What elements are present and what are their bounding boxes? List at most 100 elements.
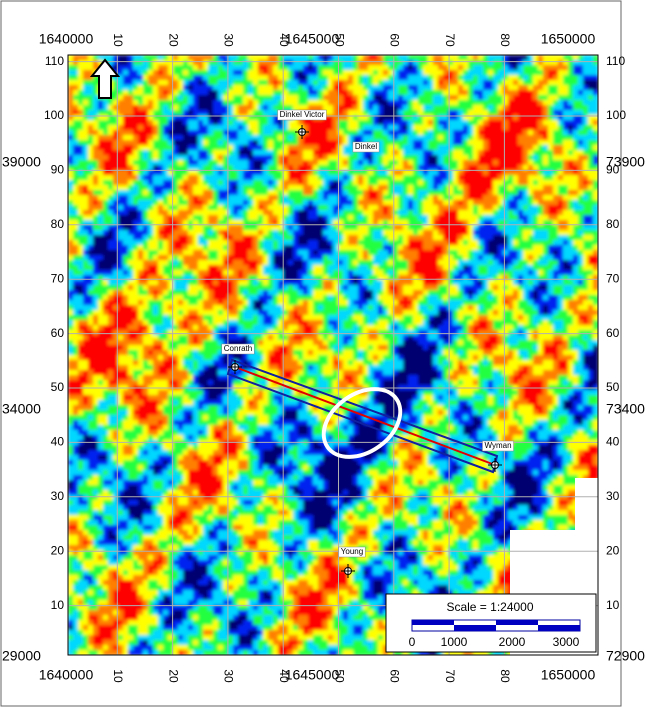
field-cell <box>498 85 504 91</box>
field-cell <box>133 135 139 141</box>
field-cell <box>128 140 134 146</box>
field-cell <box>68 165 74 171</box>
field-cell <box>333 75 339 81</box>
field-cell <box>518 240 524 246</box>
field-cell <box>298 245 304 251</box>
field-cell <box>273 265 279 271</box>
field-cell <box>463 240 469 246</box>
field-cell <box>333 130 339 136</box>
field-cell <box>173 130 179 136</box>
field-cell <box>523 250 529 256</box>
field-cell <box>378 245 384 251</box>
field-cell <box>73 90 79 96</box>
field-cell <box>198 105 204 111</box>
field-cell <box>363 185 369 191</box>
field-cell <box>388 270 394 276</box>
field-cell <box>488 130 494 136</box>
field-cell <box>463 200 469 206</box>
field-cell <box>548 100 554 106</box>
field-cell <box>513 195 519 201</box>
field-cell <box>583 285 589 291</box>
field-cell <box>128 195 134 201</box>
field-cell <box>293 150 299 156</box>
field-cell <box>78 65 84 71</box>
field-cell <box>553 150 559 156</box>
field-cell <box>388 100 394 106</box>
field-cell <box>343 85 349 91</box>
field-cell <box>83 215 89 221</box>
field-cell <box>493 90 499 96</box>
field-cell <box>403 185 409 191</box>
field-cell <box>573 195 579 201</box>
field-cell <box>403 60 409 66</box>
field-cell <box>518 70 524 76</box>
field-cell <box>213 260 219 266</box>
field-cell <box>368 60 374 66</box>
field-cell <box>463 155 469 161</box>
field-cell <box>233 100 239 106</box>
field-cell <box>378 80 384 86</box>
field-cell <box>483 80 489 86</box>
field-cell <box>553 135 559 141</box>
field-cell <box>583 180 589 186</box>
field-cell <box>253 125 259 131</box>
field-cell <box>283 265 289 271</box>
field-cell <box>123 155 129 161</box>
field-cell <box>343 130 349 136</box>
field-cell <box>373 255 379 261</box>
field-cell <box>163 95 169 101</box>
field-cell <box>78 285 84 291</box>
field-cell <box>298 185 304 191</box>
field-cell <box>243 265 249 271</box>
field-cell <box>443 240 449 246</box>
field-cell <box>573 235 579 241</box>
field-cell <box>68 235 74 241</box>
field-cell <box>73 70 79 76</box>
field-cell <box>543 70 549 76</box>
field-cell <box>453 130 459 136</box>
field-cell <box>158 235 164 241</box>
field-cell <box>153 285 159 291</box>
field-cell <box>483 150 489 156</box>
field-cell <box>468 265 474 271</box>
field-cell <box>418 65 424 71</box>
field-cell <box>143 180 149 186</box>
field-cell <box>278 260 284 266</box>
field-cell <box>548 140 554 146</box>
field-cell <box>578 230 584 236</box>
field-cell <box>308 65 314 71</box>
field-cell <box>323 250 329 256</box>
field-cell <box>308 100 314 106</box>
field-cell <box>363 215 369 221</box>
field-cell <box>563 285 569 291</box>
field-cell <box>488 110 494 116</box>
field-cell <box>498 65 504 71</box>
field-cell <box>298 80 304 86</box>
field-cell <box>98 175 104 181</box>
field-cell <box>258 65 264 71</box>
field-cell <box>253 60 259 66</box>
field-cell <box>453 250 459 256</box>
field-cell <box>478 105 484 111</box>
field-cell <box>348 285 354 291</box>
field-cell <box>143 280 149 286</box>
field-cell <box>273 150 279 156</box>
field-cell <box>523 270 529 276</box>
field-cell <box>118 270 124 276</box>
field-cell <box>248 225 254 231</box>
field-cell <box>578 265 584 271</box>
field-cell <box>323 180 329 186</box>
field-cell <box>498 285 504 291</box>
field-cell <box>238 110 244 116</box>
field-cell <box>533 100 539 106</box>
field-cell <box>273 255 279 261</box>
field-cell <box>573 90 579 96</box>
field-cell <box>513 210 519 216</box>
field-cell <box>93 90 99 96</box>
field-cell <box>213 230 219 236</box>
field-cell <box>333 230 339 236</box>
field-cell <box>313 75 319 81</box>
field-cell <box>458 70 464 76</box>
field-cell <box>163 110 169 116</box>
field-cell <box>118 65 124 71</box>
